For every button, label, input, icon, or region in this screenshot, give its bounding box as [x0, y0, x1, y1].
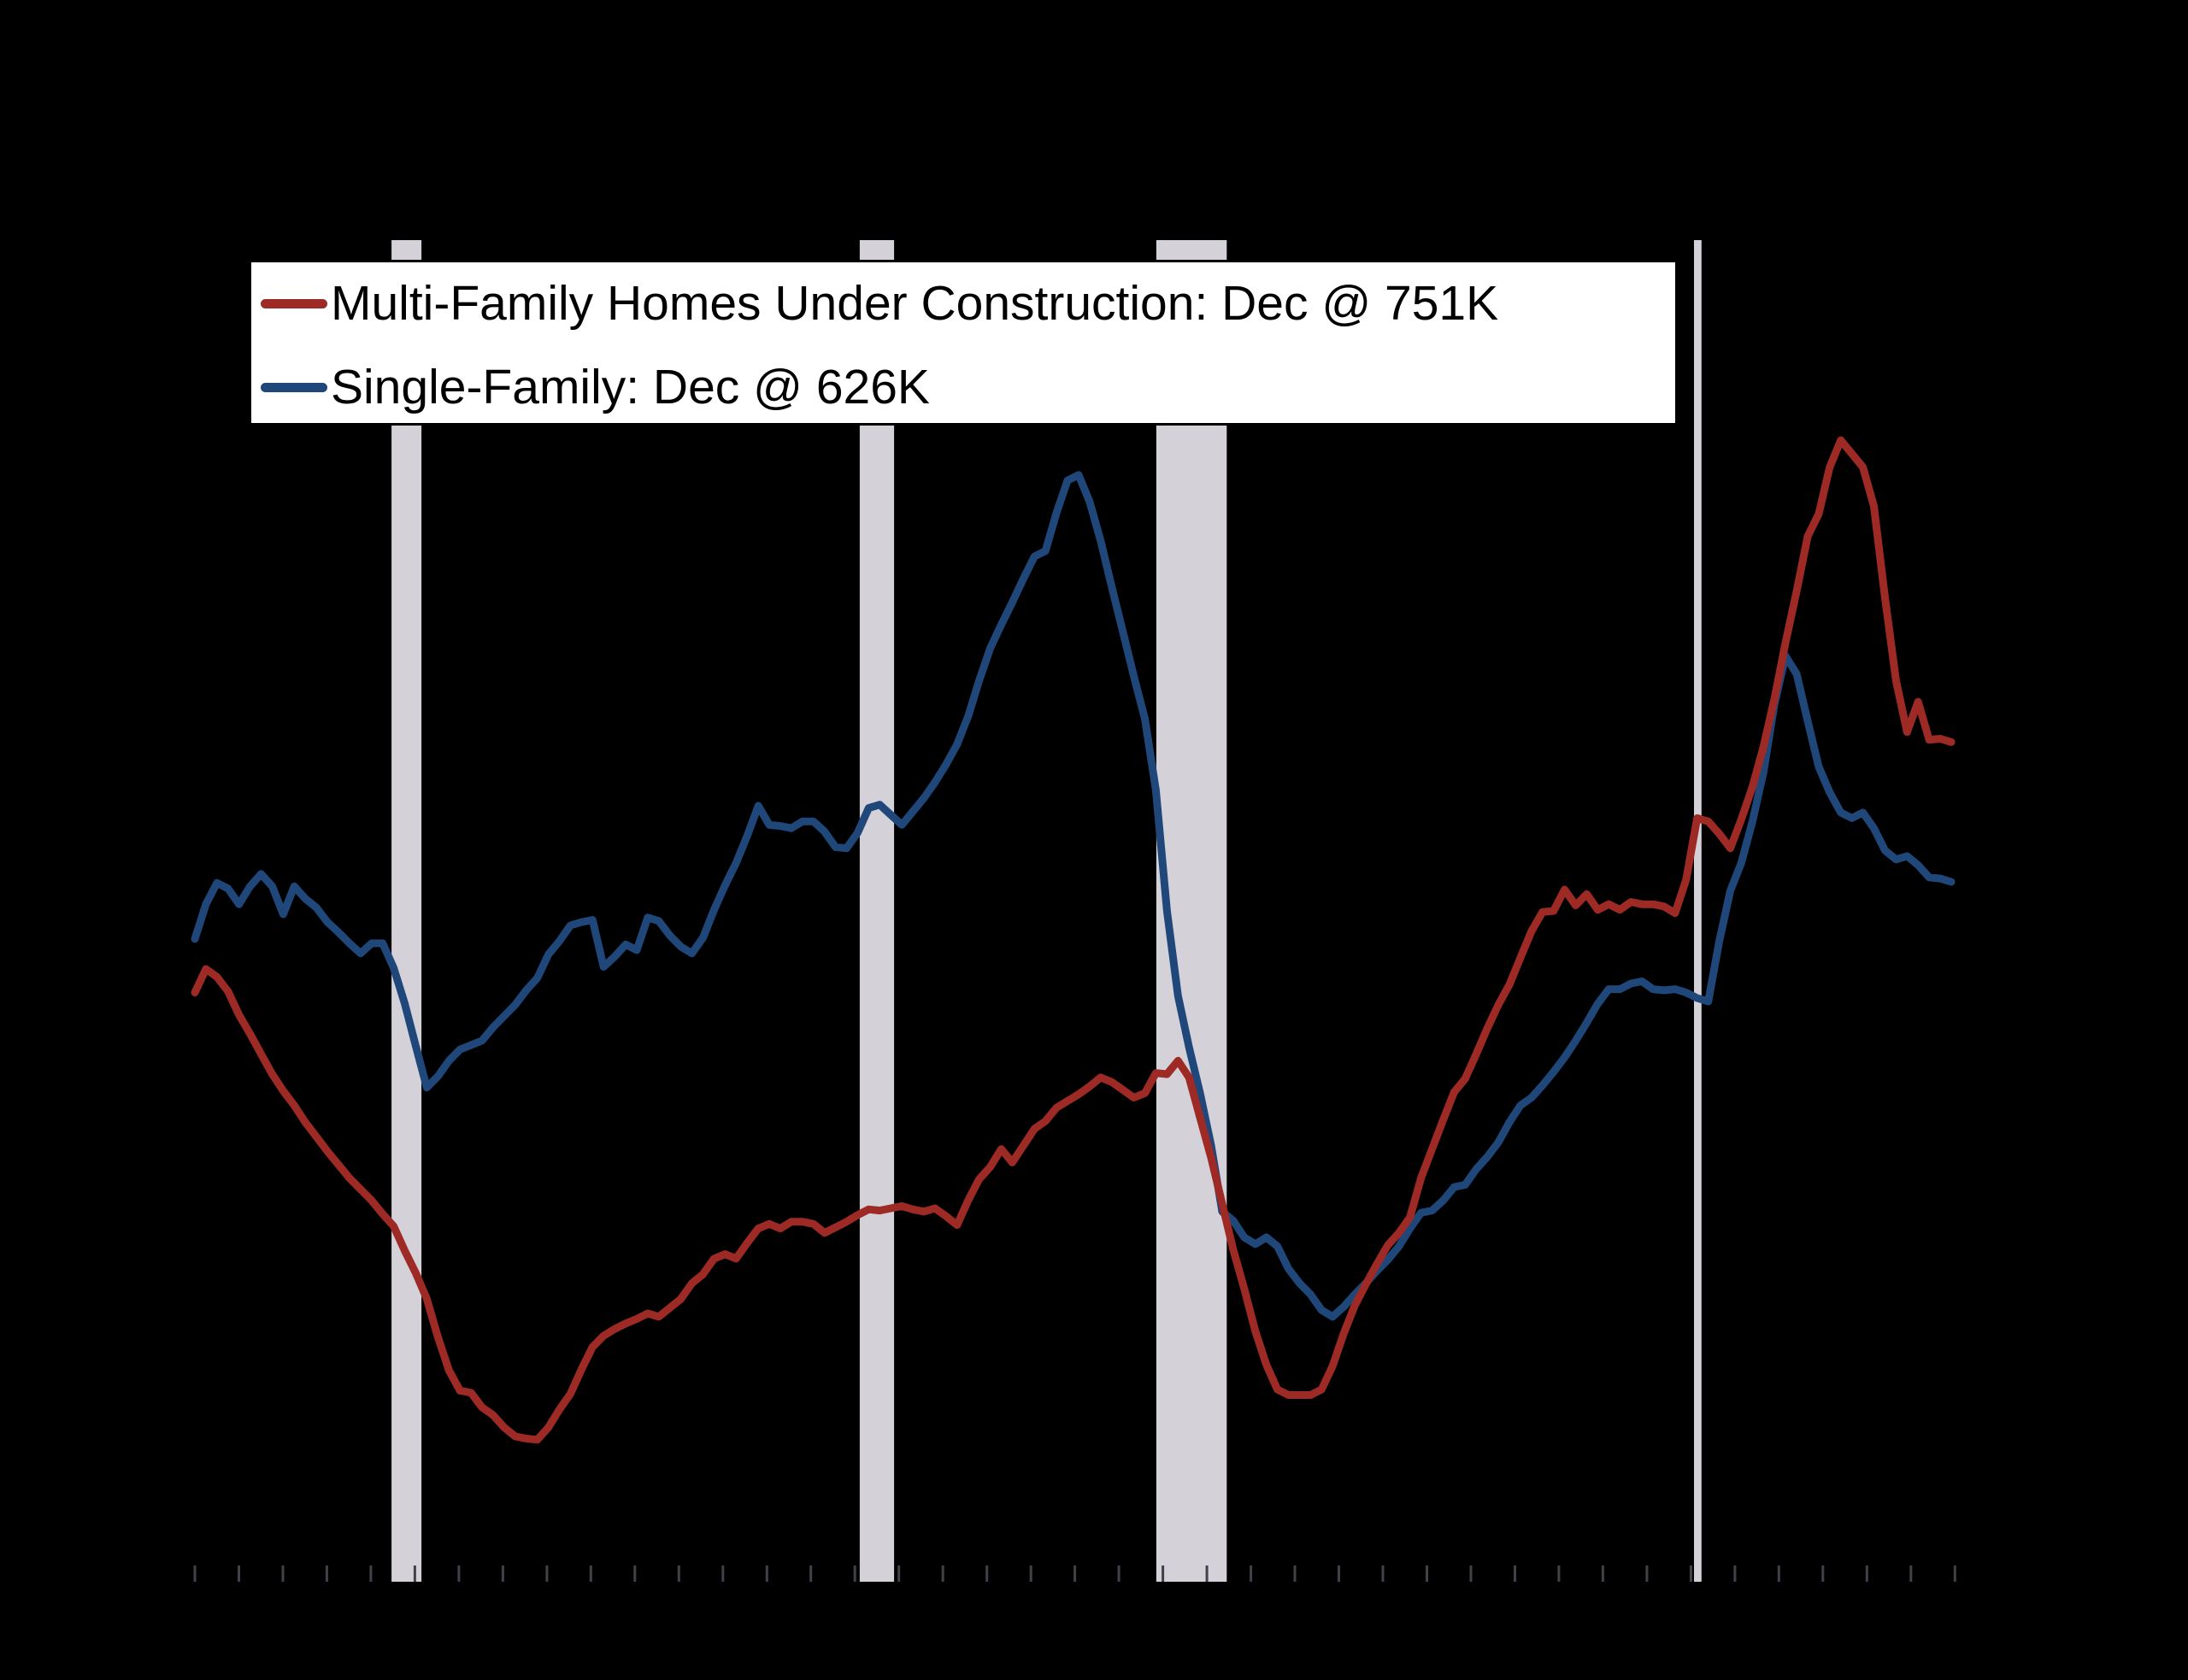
x-axis-tick — [941, 1565, 944, 1582]
x-axis-tick — [1689, 1565, 1692, 1582]
recession-band — [391, 240, 422, 1582]
legend-box: Multi-Family Homes Under Construction: D… — [249, 260, 1678, 426]
x-axis-tick — [457, 1565, 461, 1582]
single-family-line-swatch-icon — [261, 382, 327, 392]
x-axis-tick — [677, 1565, 680, 1582]
single-family-line — [191, 471, 1956, 1321]
x-axis-tick — [853, 1565, 856, 1582]
x-axis-tick — [1426, 1565, 1428, 1582]
x-axis-tick — [985, 1565, 989, 1582]
x-axis-tick — [1865, 1565, 1868, 1582]
x-axis-ticks-group — [193, 1565, 1956, 1582]
x-axis-tick — [1557, 1565, 1561, 1582]
x-axis-tick — [1073, 1565, 1077, 1582]
x-axis-tick — [1601, 1565, 1604, 1582]
x-axis-tick — [1162, 1565, 1165, 1582]
x-axis-tick — [413, 1565, 416, 1582]
x-axis-tick — [1250, 1565, 1253, 1582]
x-axis-tick — [1029, 1565, 1032, 1582]
x-axis-tick — [765, 1565, 768, 1582]
recession-bands-group — [391, 240, 1702, 1582]
x-axis-tick — [721, 1565, 725, 1582]
x-axis-tick — [1117, 1565, 1120, 1582]
recession-band — [859, 240, 895, 1582]
x-axis-tick — [897, 1565, 901, 1582]
x-axis-tick — [1645, 1565, 1649, 1582]
multi-family-line-swatch-icon — [261, 298, 327, 308]
x-axis-tick — [238, 1565, 240, 1582]
x-axis-tick — [501, 1565, 504, 1582]
x-axis-tick — [1777, 1565, 1780, 1582]
legend-entry-single-family: Single-Family: Dec @ 626K — [251, 346, 1675, 428]
x-axis-tick — [1293, 1565, 1297, 1582]
x-axis-tick — [809, 1565, 813, 1582]
x-axis-tick — [1909, 1565, 1913, 1582]
x-axis-tick — [369, 1565, 373, 1582]
legend-label-multi-family: Multi-Family Homes Under Construction: D… — [331, 275, 1499, 331]
multi-family-line — [191, 436, 1956, 1444]
x-axis-tick — [1953, 1565, 1956, 1582]
x-axis-tick — [325, 1565, 328, 1582]
x-axis-tick — [545, 1565, 549, 1582]
recession-band — [1694, 240, 1702, 1582]
x-axis-tick — [1733, 1565, 1737, 1582]
x-axis-tick — [1514, 1565, 1516, 1582]
x-axis-tick — [633, 1565, 637, 1582]
x-axis-tick — [1821, 1565, 1825, 1582]
x-axis-tick — [589, 1565, 592, 1582]
legend-entry-multi-family: Multi-Family Homes Under Construction: D… — [251, 262, 1675, 344]
x-axis-tick — [1205, 1565, 1209, 1582]
x-axis-tick — [281, 1565, 285, 1582]
x-axis-tick — [193, 1565, 197, 1582]
legend-label-single-family: Single-Family: Dec @ 626K — [331, 359, 930, 414]
series-lines-group — [191, 436, 1956, 1444]
x-axis-tick — [1469, 1565, 1473, 1582]
x-axis-tick — [1381, 1565, 1385, 1582]
x-axis-tick — [1338, 1565, 1340, 1582]
